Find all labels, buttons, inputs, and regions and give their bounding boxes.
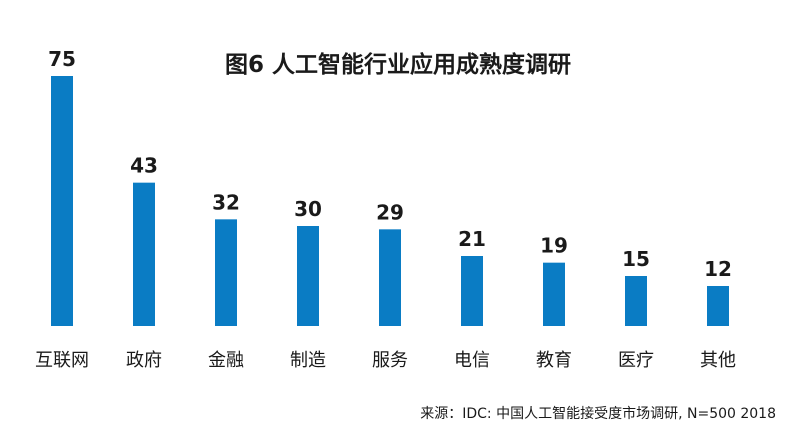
category-label-2: 金融 [208, 350, 244, 371]
category-label-3: 制造 [290, 350, 326, 371]
category-label-8: 其他 [700, 350, 736, 371]
category-label-1: 政府 [126, 350, 162, 371]
value-label-0: 75 [48, 47, 76, 71]
bar-3 [297, 226, 319, 326]
category-label-5: 电信 [454, 350, 490, 371]
chart-title: 图6 人工智能行业应用成熟度调研 [225, 51, 571, 78]
value-label-2: 32 [212, 190, 240, 214]
category-label-6: 教育 [536, 350, 572, 371]
value-label-6: 19 [540, 234, 568, 258]
bar-8 [707, 286, 729, 326]
value-label-4: 29 [376, 200, 404, 224]
bar-0 [51, 76, 73, 326]
category-label-4: 服务 [372, 350, 408, 371]
bar-6 [543, 262, 565, 326]
bars-group [51, 76, 729, 326]
value-label-1: 43 [130, 154, 158, 178]
value-labels-group: 75 43 32 30 29 21 19 15 12 [48, 47, 732, 281]
category-label-7: 医疗 [618, 350, 654, 371]
category-label-0: 互联网 [35, 350, 89, 371]
source-note: 来源：IDC: 中国人工智能接受度市场调研, N=500 2018 [420, 405, 776, 422]
value-label-8: 12 [704, 257, 732, 281]
bar-4 [379, 229, 401, 326]
value-label-5: 21 [458, 227, 486, 251]
category-labels-group: 互联网 政府 金融 制造 服务 电信 教育 医疗 其他 [35, 350, 736, 371]
bar-7 [625, 276, 647, 326]
bar-1 [133, 182, 155, 326]
bar-5 [461, 256, 483, 326]
value-label-3: 30 [294, 197, 322, 221]
bar-2 [215, 219, 237, 326]
value-label-7: 15 [622, 247, 650, 271]
